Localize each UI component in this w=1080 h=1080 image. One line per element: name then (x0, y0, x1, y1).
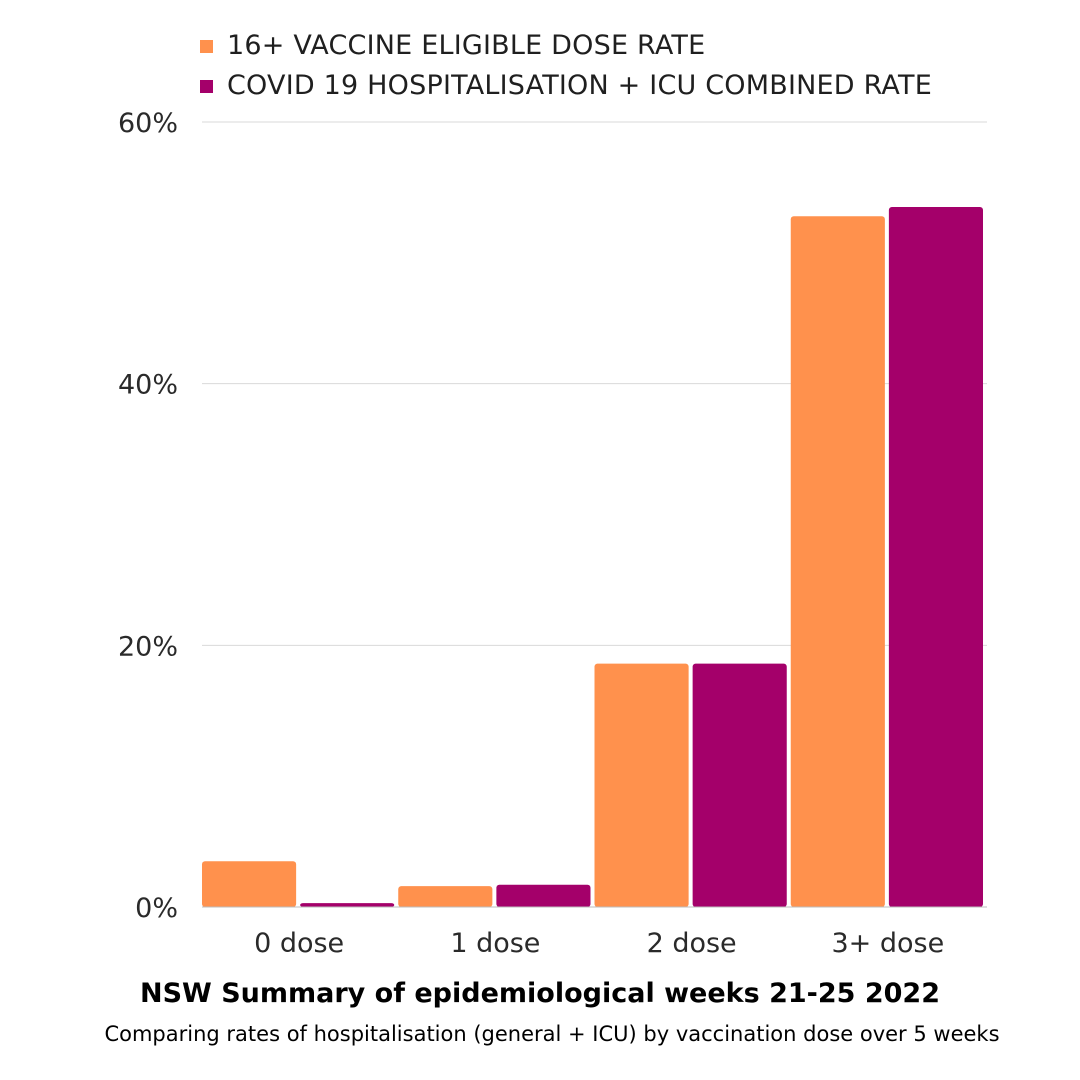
legend-label-vaccine-rate: 16+ VACCINE ELIGIBLE DOSE RATE (227, 30, 706, 61)
x-tick-label: 3+ dose (832, 928, 945, 959)
chart-title: NSW Summary of epidemiological weeks 21-… (139, 978, 941, 1009)
chart-area: 16+ VACCINE ELIGIBLE DOSE RATE COVID 19 … (118, 28, 987, 959)
y-tick-label: 40% (118, 370, 178, 401)
bar (496, 884, 591, 907)
x-tick-label: 1 dose (450, 928, 540, 959)
y-tick-label: 60% (118, 108, 178, 139)
legend-label-hospitalisation-rate: COVID 19 HOSPITALISATION + ICU COMBINED … (227, 70, 932, 101)
chart-subtitle: Comparing rates of hospitalisation (gene… (104, 1022, 1000, 1046)
legend-swatch-vaccine-rate (200, 39, 213, 53)
bar (202, 861, 297, 907)
bar-chart-plot: 0% 20% 40% 60% 0 dose 1 dose 2 dose 3+ dose (118, 108, 987, 959)
bar (398, 886, 493, 907)
x-tick-label: 0 dose (254, 928, 344, 959)
bar (888, 207, 983, 907)
y-tick-label: 0% (135, 893, 178, 924)
bar (594, 663, 689, 907)
x-tick-label: 2 dose (647, 928, 737, 959)
legend: 16+ VACCINE ELIGIBLE DOSE RATE COVID 19 … (200, 28, 932, 104)
legend-item-vaccine-rate: 16+ VACCINE ELIGIBLE DOSE RATE (200, 28, 932, 64)
bar (300, 903, 395, 907)
legend-swatch-hospitalisation-rate (200, 79, 213, 93)
bar (692, 663, 787, 907)
y-tick-label: 20% (118, 631, 178, 662)
legend-item-hospitalisation-rate: COVID 19 HOSPITALISATION + ICU COMBINED … (200, 68, 932, 104)
bar (790, 216, 885, 907)
